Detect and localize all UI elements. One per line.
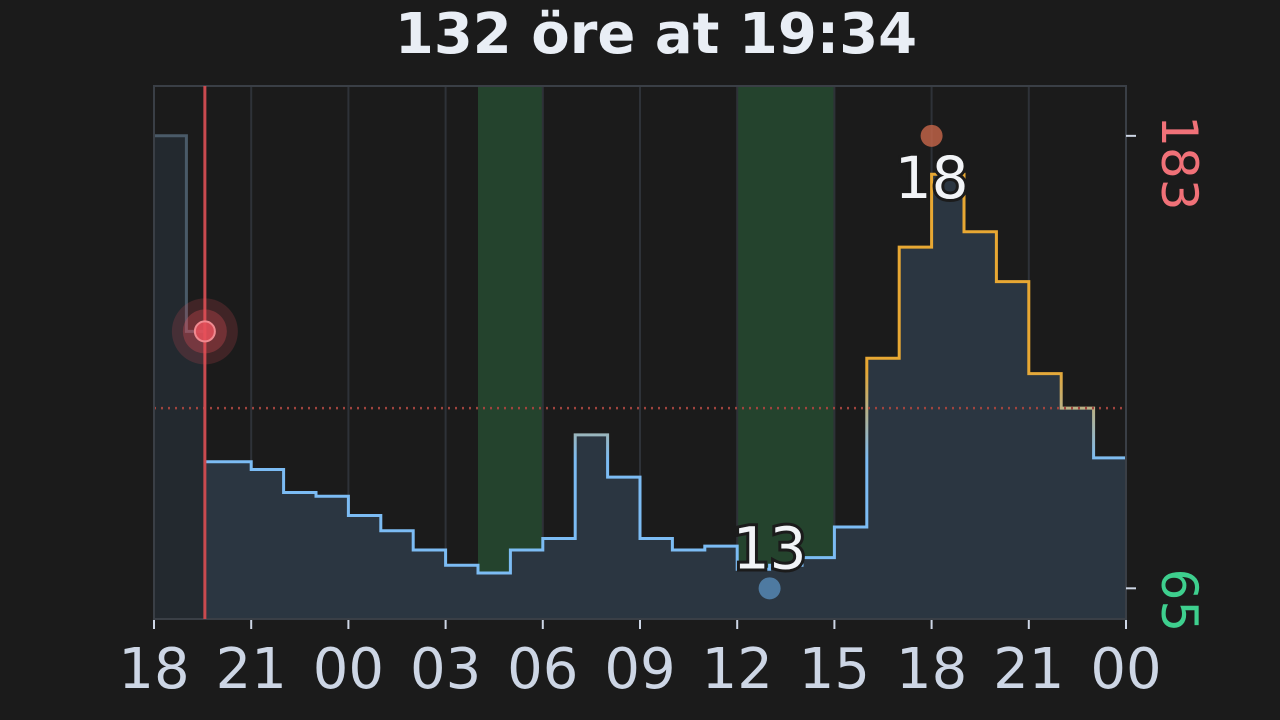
- now-point: [193, 320, 216, 343]
- min-price-label: 13: [733, 514, 807, 582]
- x-tick-label-2: 00: [313, 637, 384, 702]
- chart-title: 132 öre at 19:34: [394, 2, 918, 67]
- x-tick-label-8: 18: [896, 637, 967, 702]
- y-min-label: 65: [1150, 569, 1208, 633]
- price-line: [204, 172, 1126, 575]
- y-max-label: 183: [1150, 115, 1208, 210]
- x-tick-label-9: 21: [993, 637, 1064, 702]
- cheap-band-1: [737, 86, 835, 619]
- x-tick-label-1: 21: [216, 637, 287, 702]
- past-area: [154, 135, 205, 620]
- cheap-band-0: [478, 86, 543, 619]
- x-tick-label-0: 18: [118, 637, 189, 702]
- max-price-label: 18: [895, 144, 969, 212]
- x-tick-label-3: 03: [410, 637, 481, 702]
- price-area: [204, 174, 1127, 619]
- x-tick-label-6: 12: [702, 637, 773, 702]
- max-price-point: [920, 124, 943, 147]
- x-tick-label-4: 06: [507, 637, 578, 702]
- plot-frame: [153, 85, 1127, 620]
- x-tick-label-7: 15: [799, 637, 870, 702]
- x-tick-label-5: 09: [604, 637, 675, 702]
- min-price-point: [758, 577, 781, 600]
- x-tick-label-10: 00: [1090, 637, 1161, 702]
